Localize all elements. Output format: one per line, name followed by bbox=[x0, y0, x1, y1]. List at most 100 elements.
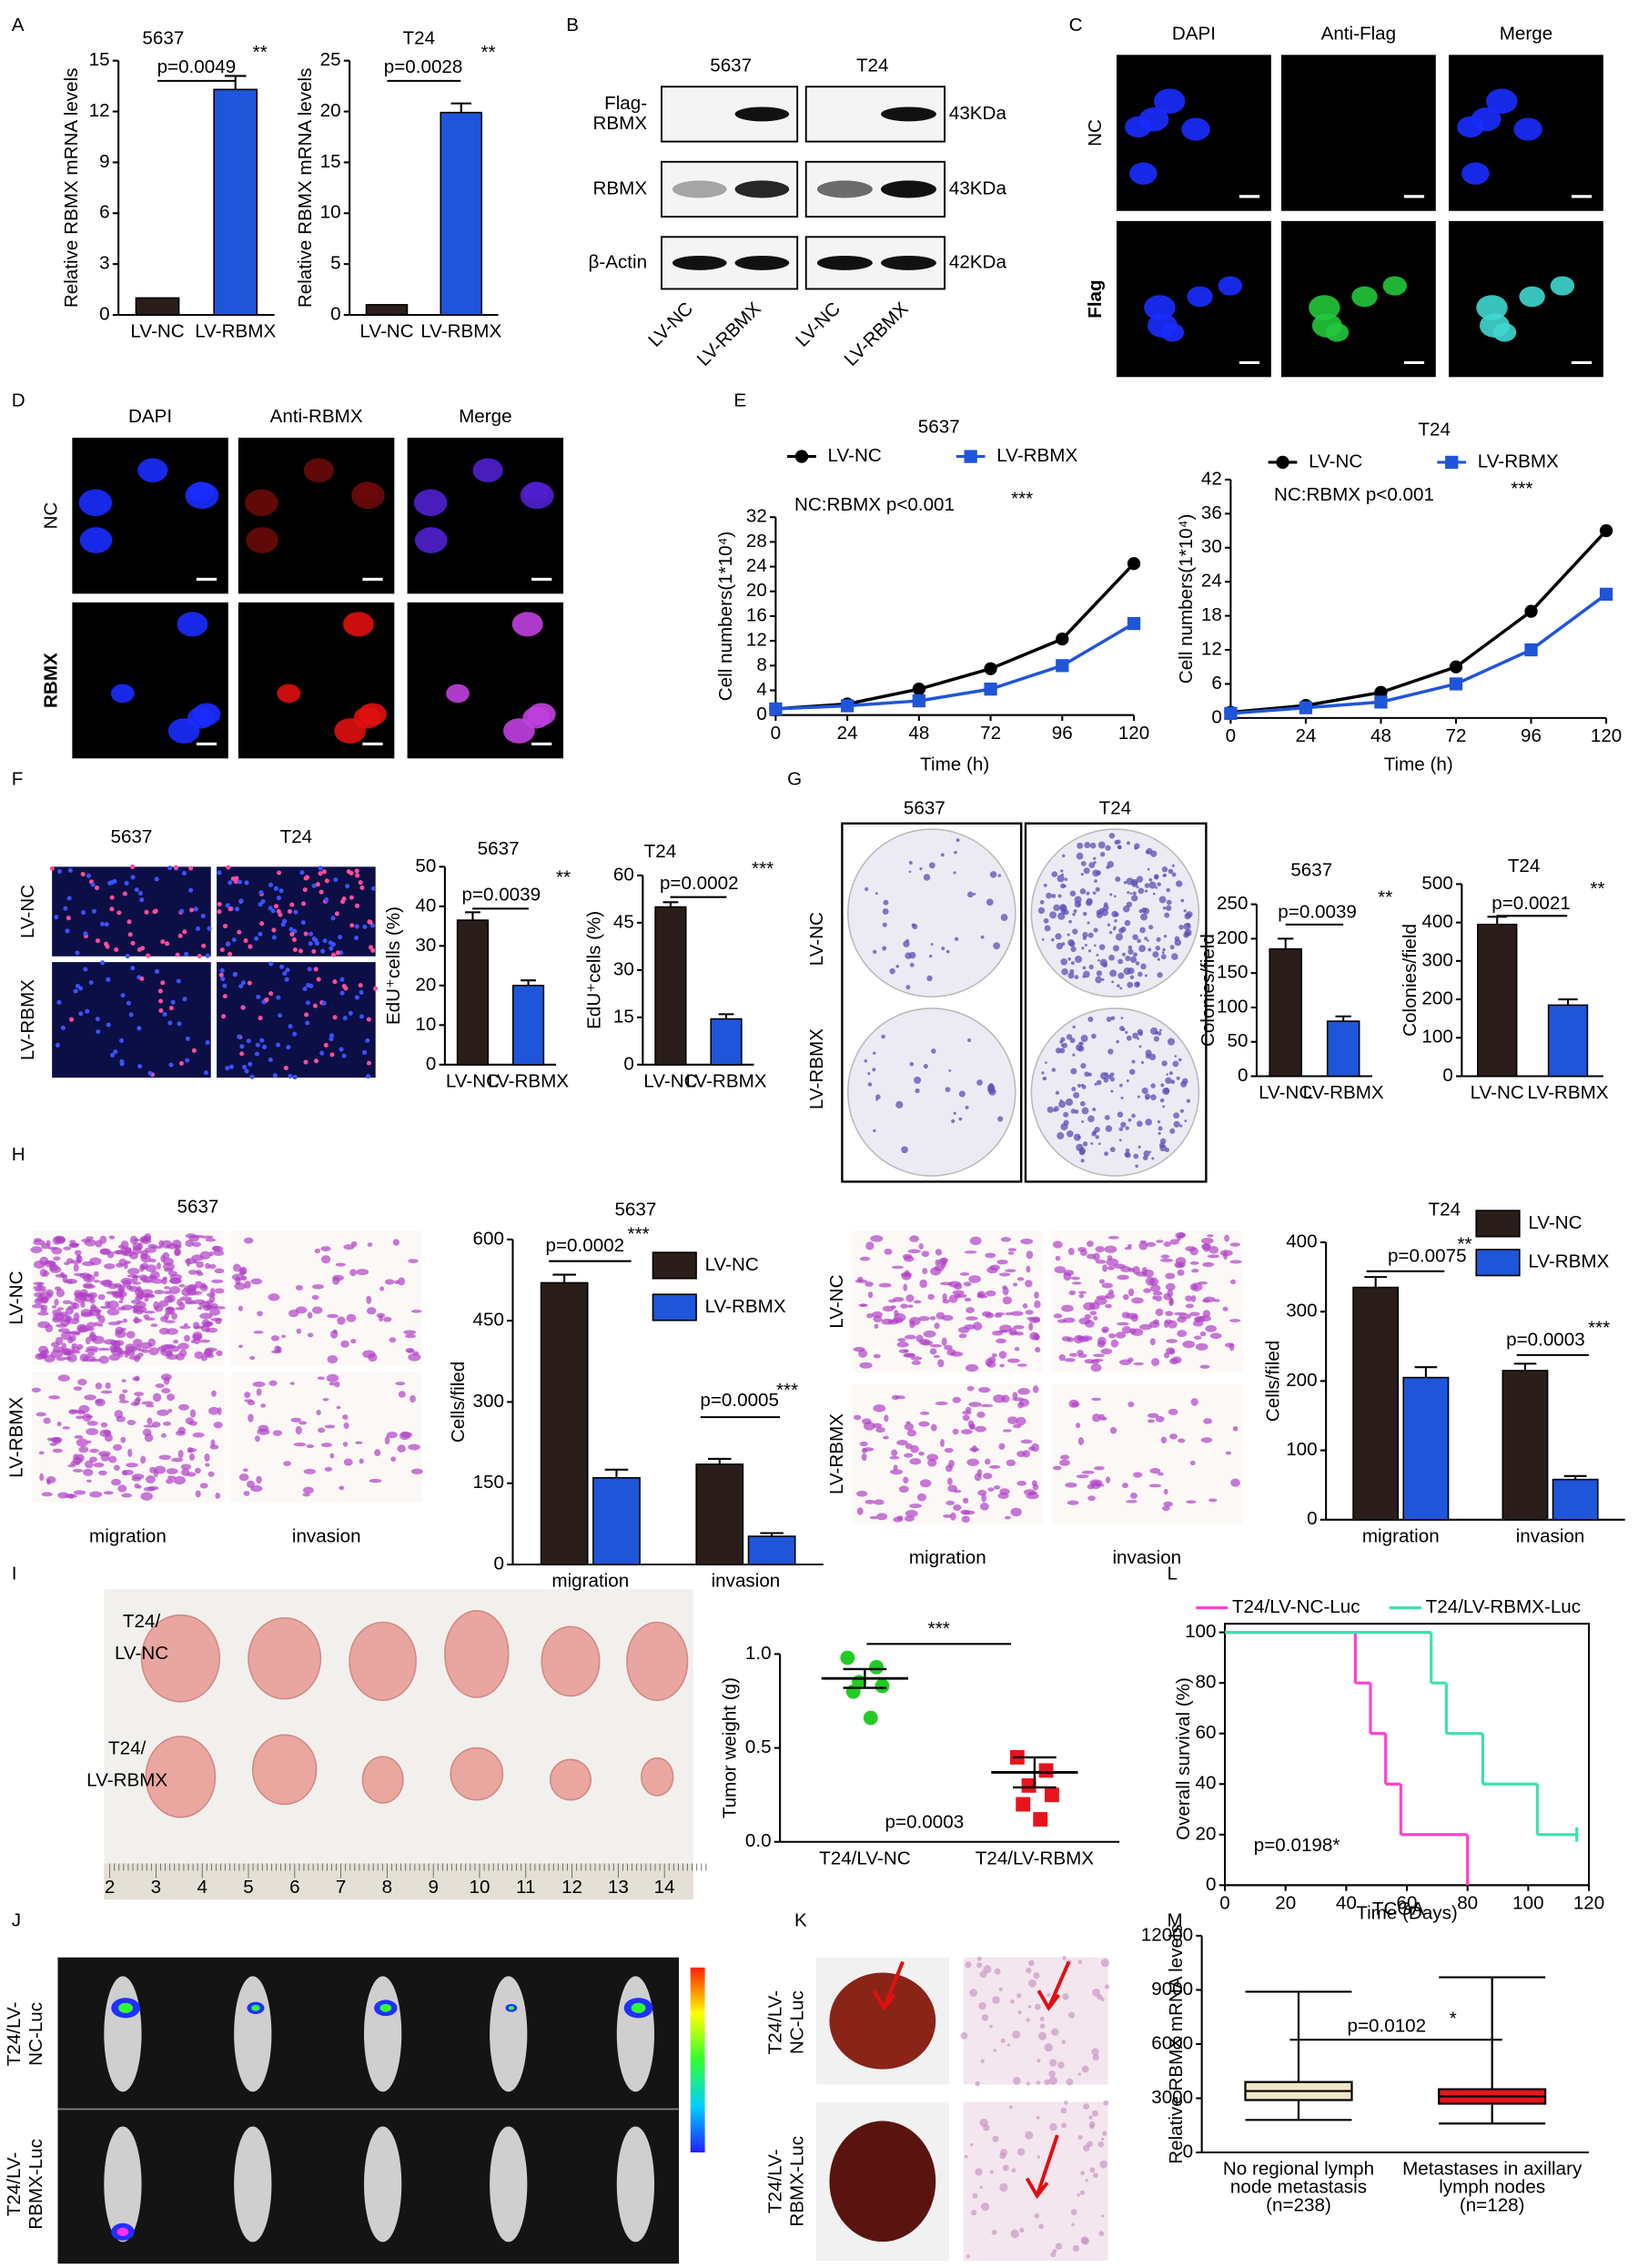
y-tick-label: 100 bbox=[1421, 1027, 1452, 1048]
cell bbox=[861, 1453, 867, 1462]
cell bbox=[150, 1271, 160, 1280]
colony bbox=[1060, 869, 1064, 873]
marker bbox=[1449, 677, 1463, 691]
cell bbox=[1168, 1349, 1176, 1355]
nucleus bbox=[120, 993, 126, 998]
cell bbox=[340, 1340, 349, 1348]
colony bbox=[926, 975, 933, 982]
colony bbox=[928, 862, 935, 869]
nucleus bbox=[366, 1017, 371, 1022]
cell bbox=[948, 1294, 958, 1303]
nucleus bbox=[185, 1036, 190, 1041]
nucleus bbox=[106, 1022, 111, 1028]
cell bbox=[1084, 1359, 1095, 1364]
cell bbox=[245, 489, 278, 516]
cell bbox=[889, 1455, 900, 1460]
cell bbox=[1093, 1358, 1104, 1362]
tissue bbox=[1026, 2081, 1031, 2086]
colony bbox=[1117, 1111, 1124, 1118]
nucleus bbox=[318, 866, 323, 871]
cell bbox=[246, 527, 278, 553]
cell bbox=[216, 1350, 223, 1357]
colony bbox=[1072, 1053, 1076, 1057]
point bbox=[875, 1678, 890, 1694]
tissue bbox=[989, 2170, 995, 2174]
colony bbox=[1140, 963, 1147, 970]
tissue bbox=[983, 2124, 990, 2131]
cell bbox=[238, 1344, 243, 1349]
nucleus bbox=[271, 935, 277, 940]
nucleus bbox=[366, 1060, 372, 1066]
nucleus bbox=[191, 1048, 197, 1053]
colony bbox=[895, 1100, 904, 1109]
colony bbox=[1125, 1126, 1129, 1130]
nucleus bbox=[237, 1034, 242, 1039]
cell bbox=[142, 1428, 152, 1437]
colony bbox=[1060, 957, 1068, 966]
nucleus bbox=[201, 943, 207, 948]
cell bbox=[1177, 1316, 1187, 1323]
cell bbox=[1012, 1392, 1018, 1400]
nucleus bbox=[362, 924, 368, 929]
nucleus bbox=[321, 1000, 327, 1006]
colony bbox=[1144, 974, 1148, 977]
y-tick-label: 300 bbox=[473, 1391, 504, 1412]
annotation: *** bbox=[1511, 479, 1532, 500]
cell bbox=[1063, 1271, 1072, 1281]
cell bbox=[184, 1334, 190, 1342]
tissue bbox=[1077, 2072, 1082, 2076]
nucleus bbox=[147, 1070, 153, 1076]
colony bbox=[1186, 1099, 1191, 1103]
cell bbox=[145, 1317, 156, 1321]
bar bbox=[440, 111, 483, 316]
cell bbox=[981, 1311, 992, 1317]
nucleus bbox=[278, 1013, 283, 1018]
cell bbox=[185, 1233, 197, 1239]
cell bbox=[137, 458, 168, 483]
nucleus bbox=[219, 947, 225, 953]
cell bbox=[987, 1356, 996, 1363]
cell bbox=[98, 1470, 107, 1476]
colony bbox=[1125, 1148, 1130, 1153]
x-tick-label: node metastasis bbox=[1230, 2177, 1367, 2198]
cell bbox=[187, 706, 215, 729]
annotation: p=0.0002 bbox=[546, 1235, 625, 1256]
cell bbox=[185, 1301, 197, 1305]
colony bbox=[1138, 945, 1147, 953]
cell bbox=[1010, 1507, 1022, 1517]
x-tick-label: 96 bbox=[1052, 723, 1073, 744]
colony bbox=[919, 867, 923, 871]
cell bbox=[1164, 1352, 1170, 1359]
blot-band bbox=[672, 180, 727, 198]
y-tick-label: 100 bbox=[1286, 1439, 1317, 1460]
y-tick-label: 24 bbox=[746, 555, 767, 576]
cell bbox=[523, 481, 549, 502]
cell bbox=[944, 1344, 953, 1351]
nucleus bbox=[130, 940, 136, 946]
marker bbox=[1276, 455, 1289, 470]
arrow-head bbox=[872, 1990, 896, 2011]
cell bbox=[1168, 1298, 1174, 1307]
tissue bbox=[1099, 2160, 1108, 2169]
colony bbox=[1120, 926, 1127, 933]
nucleus bbox=[83, 931, 88, 937]
cell bbox=[132, 1339, 143, 1347]
colony bbox=[1107, 1074, 1112, 1079]
panel-letter: G bbox=[787, 769, 802, 790]
nucleus bbox=[328, 940, 333, 946]
cell bbox=[1061, 1304, 1074, 1312]
cell bbox=[204, 1453, 210, 1463]
cell bbox=[1031, 1316, 1041, 1322]
cell bbox=[1190, 1398, 1198, 1406]
colony bbox=[1117, 958, 1124, 965]
cell bbox=[1139, 1323, 1152, 1331]
cell bbox=[905, 1509, 918, 1518]
label: LV-NC bbox=[115, 1643, 168, 1664]
nucleus bbox=[86, 873, 92, 878]
nucleus bbox=[137, 1064, 143, 1069]
nucleus bbox=[130, 875, 136, 880]
panel-letter: F bbox=[12, 769, 24, 790]
colony bbox=[872, 1068, 876, 1072]
nucleus bbox=[299, 870, 305, 876]
cell bbox=[1019, 1398, 1030, 1407]
